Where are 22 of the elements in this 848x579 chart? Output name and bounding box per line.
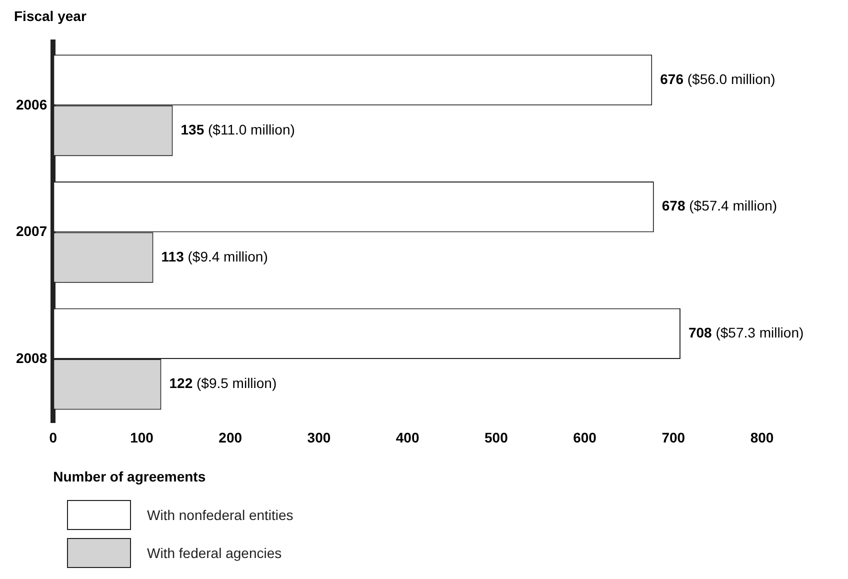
data-label: 708 ($57.3 million) (688, 324, 804, 340)
x-tick-label: 0 (49, 430, 58, 446)
x-tick-label: 200 (218, 430, 242, 446)
y-tick-label: 2007 (16, 223, 48, 240)
x-axis-title: Number of agreements (53, 468, 206, 484)
y-tick-label: 2006 (16, 96, 48, 112)
x-tick-label: 800 (750, 430, 774, 446)
y-axis-title: Fiscal year (14, 8, 87, 24)
x-tick-label: 700 (662, 430, 686, 446)
data-label: 113 ($9.4 million) (161, 248, 268, 264)
data-label: 135 ($11.0 million) (180, 122, 295, 138)
x-tick-label: 600 (573, 430, 597, 446)
data-label: 122 ($9.5 million) (169, 375, 277, 392)
data-label: 676 ($56.0 million) (660, 70, 776, 87)
y-tick-label: 2008 (16, 350, 48, 366)
x-tick-label: 300 (307, 430, 331, 446)
legend-label: With federal agencies (147, 545, 282, 561)
data-label: 678 ($57.4 million) (662, 198, 778, 214)
x-tick-label: 100 (130, 430, 154, 446)
x-tick-label: 500 (484, 430, 508, 446)
x-tick-label: 400 (396, 430, 420, 446)
legend-label: With nonfederal entities (147, 507, 294, 523)
